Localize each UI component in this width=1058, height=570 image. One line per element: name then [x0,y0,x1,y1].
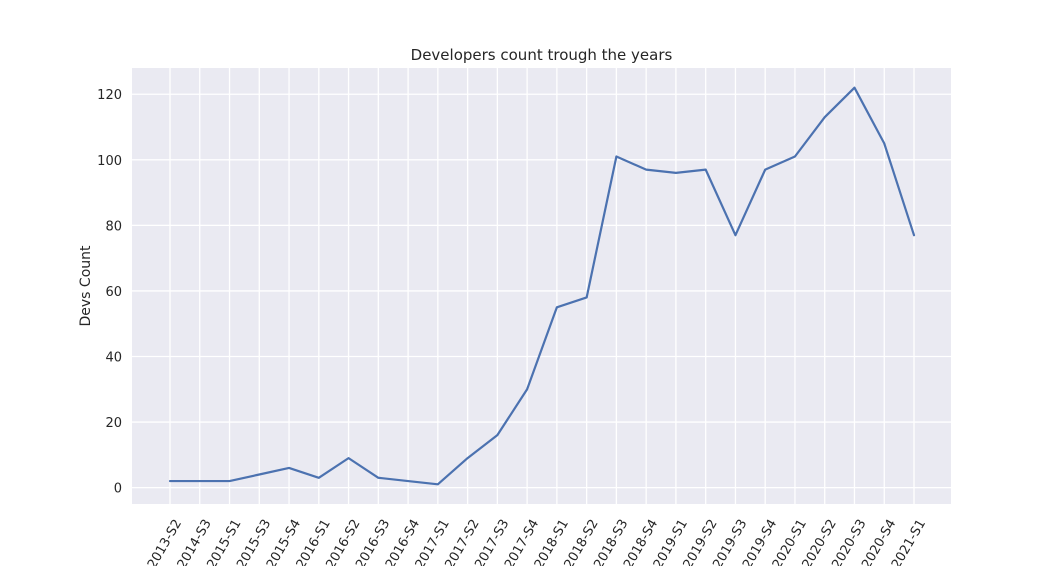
y-tick-label: 60 [105,285,122,300]
y-tick-label: 120 [97,88,122,103]
x-axis-ticks: 2013-S22014-S32015-S12015-S32015-S42016-… [145,517,929,570]
grid-lines [132,68,951,504]
y-axis-label: Devs Count [78,245,94,327]
y-tick-label: 80 [105,219,122,234]
series-line [168,86,916,486]
chart-title: Developers count trough the years [411,46,673,64]
plot-area [132,68,951,504]
y-tick-label: 0 [114,482,122,497]
y-axis-ticks: 0 20 40 60 80 100 120 [97,88,122,496]
y-tick-label: 100 [97,154,122,169]
y-tick-label: 40 [105,350,122,365]
y-tick-label: 20 [105,416,122,431]
